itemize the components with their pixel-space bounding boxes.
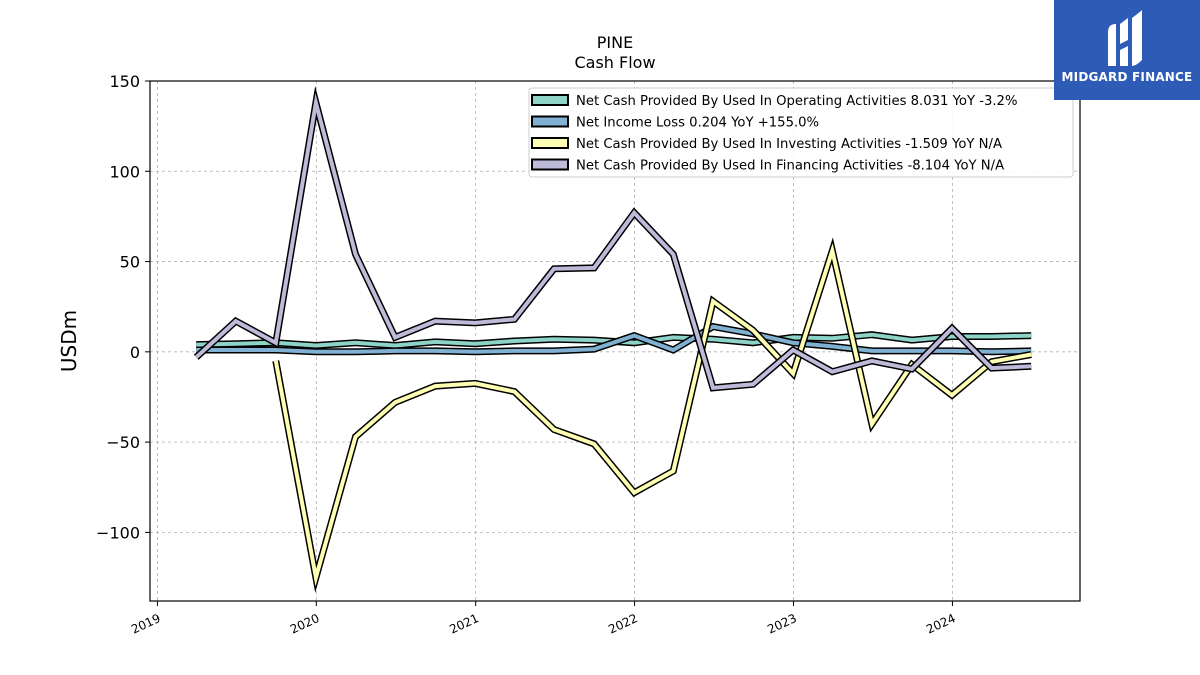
midgard-finance-logo: MIDGARD FINANCE — [1054, 0, 1200, 100]
legend-swatch-1 — [531, 115, 569, 128]
midgard-logo-icon — [1108, 10, 1142, 66]
legend-swatch-0 — [531, 94, 569, 106]
y-tick-label: −100 — [96, 523, 140, 542]
x-tick-label: 2019 — [129, 611, 163, 637]
logo-text: MIDGARD FINANCE — [1061, 70, 1193, 84]
series-line-outline-2 — [272, 237, 1032, 593]
y-tick-label: −50 — [106, 433, 140, 452]
x-tick-label: 2023 — [765, 611, 799, 637]
series-line-3 — [194, 93, 1032, 391]
legend-entry-0: Net Cash Provided By Used In Operating A… — [576, 94, 1017, 109]
series-line-2 — [273, 243, 1032, 587]
legend-entry-1: Net Income Loss 0.204 YoY +155.0% — [576, 116, 819, 131]
plot-frame — [149, 80, 1081, 602]
legend-swatch-2 — [531, 137, 569, 149]
chart-title: PINE — [597, 33, 633, 52]
y-axis-label: USDm — [57, 310, 81, 372]
chart-subtitle: Cash Flow — [574, 53, 655, 72]
legend-box — [528, 87, 1074, 178]
y-tick-label: 50 — [120, 253, 140, 272]
x-tick-label: 2024 — [924, 611, 958, 637]
x-tick-label: 2021 — [447, 611, 481, 637]
y-tick-label: 0 — [130, 343, 140, 362]
chart-legend: Net Cash Provided By Used In Operating A… — [528, 87, 1074, 178]
series-line-1 — [196, 324, 1032, 354]
legend-swatch-3 — [531, 158, 569, 171]
x-tick-label: 2022 — [606, 611, 640, 637]
legend-entry-2: Net Cash Provided By Used In Investing A… — [576, 137, 1002, 152]
y-tick-label: 150 — [109, 72, 140, 91]
y-tick-label: 100 — [109, 162, 140, 181]
legend-entry-3: Net Cash Provided By Used In Financing A… — [576, 159, 1004, 174]
x-tick-label: 2020 — [288, 611, 322, 637]
